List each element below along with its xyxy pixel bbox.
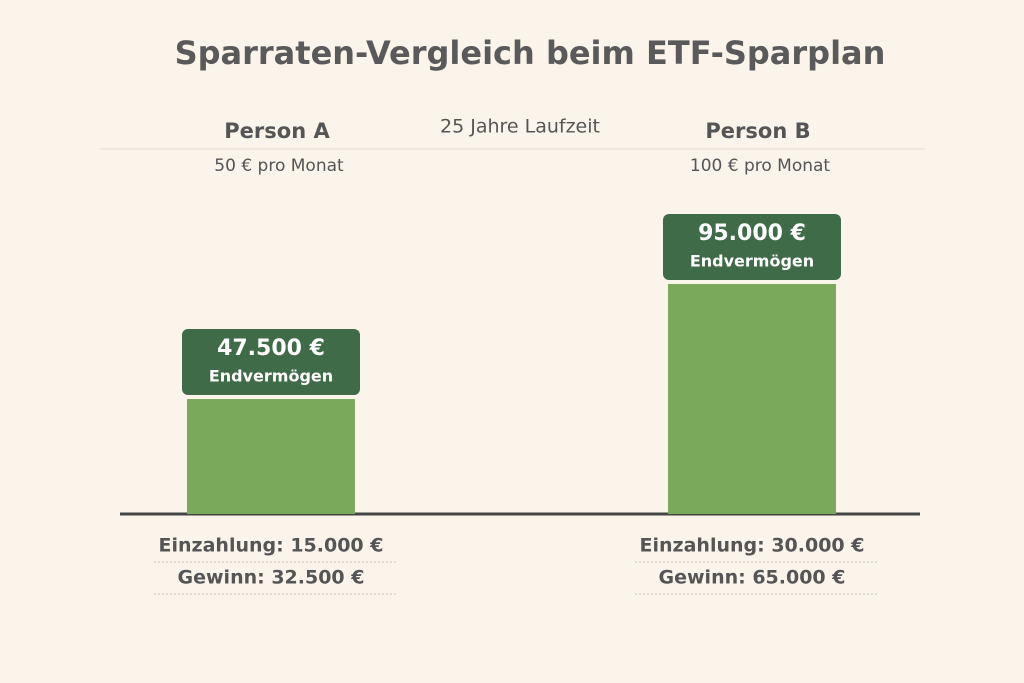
category-label: Person A [224, 119, 330, 143]
value-label: 47.500 € [217, 336, 325, 361]
category-subtitle: 100 € pro Monat [690, 156, 831, 176]
footnote: Gewinn: 32.500 € [178, 567, 365, 589]
value-caption: Endvermögen [209, 367, 333, 386]
bar [668, 284, 836, 514]
footnote: Gewinn: 65.000 € [659, 567, 846, 589]
category-subtitle: 50 € pro Monat [214, 156, 344, 176]
value-caption: Endvermögen [690, 252, 814, 271]
chart-subtitle: 25 Jahre Laufzeit [440, 116, 600, 138]
value-label: 95.000 € [698, 221, 806, 246]
value-label-box [182, 329, 360, 395]
footnote: Einzahlung: 30.000 € [640, 535, 865, 557]
footnote: Einzahlung: 15.000 € [159, 535, 384, 557]
chart-title: Sparraten-Vergleich beim ETF-Sparplan [175, 34, 886, 72]
category-label: Person B [705, 119, 810, 143]
value-label-box [663, 214, 841, 280]
bar [187, 399, 355, 514]
